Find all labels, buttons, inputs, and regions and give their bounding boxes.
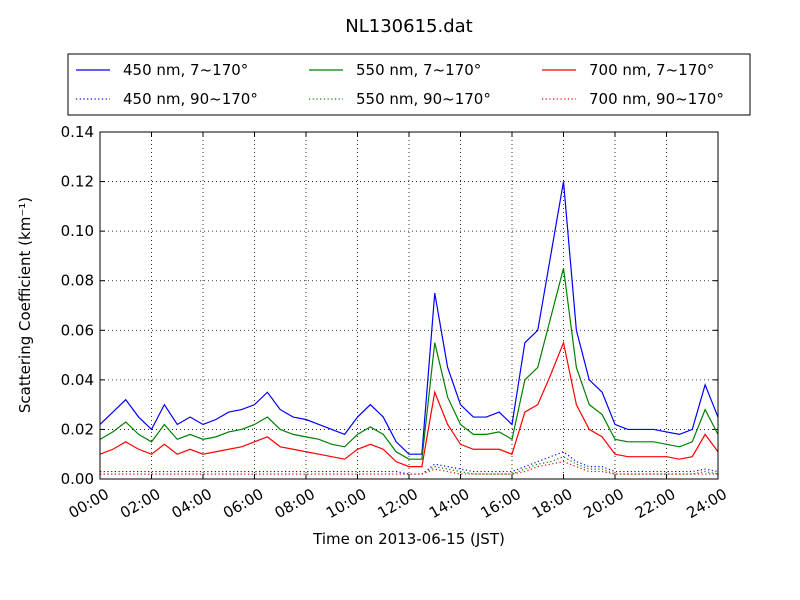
x-tick-label: 04:00 <box>169 485 215 522</box>
legend-box <box>67 53 751 116</box>
y-tick-label: 0.10 <box>61 222 94 240</box>
x-tick-label: 10:00 <box>323 485 369 522</box>
x-tick-label: 12:00 <box>375 485 421 522</box>
x-tick-label: 16:00 <box>478 485 524 522</box>
data-line <box>100 451 719 475</box>
legend-label: 700 nm, 7~170° <box>589 61 714 79</box>
y-tick-label: 0.08 <box>61 272 94 290</box>
y-tick-label: 0.04 <box>61 371 94 389</box>
legend-label: 450 nm, 90~170° <box>123 90 258 108</box>
x-tick-label: 00:00 <box>66 485 112 522</box>
x-tick-label: 24:00 <box>684 485 730 522</box>
x-tick-label: 02:00 <box>117 485 163 522</box>
chart-title: NL130615.dat <box>345 16 472 37</box>
data-line <box>99 340 719 468</box>
legend-label: 700 nm, 90~170° <box>589 90 724 108</box>
legend-label: 550 nm, 7~170° <box>356 61 481 79</box>
x-tick-label: 06:00 <box>220 485 266 522</box>
data-line <box>99 268 719 460</box>
x-tick-label: 18:00 <box>529 485 575 522</box>
legend-label: 550 nm, 90~170° <box>356 90 491 108</box>
x-tick-label: 20:00 <box>581 485 627 522</box>
x-tick-label: 22:00 <box>632 485 678 522</box>
plot-frame <box>99 131 719 480</box>
data-line <box>99 181 719 455</box>
y-tick-label: 0.02 <box>61 420 94 438</box>
y-tick-label: 0.12 <box>61 173 94 191</box>
x-axis-label: Time on 2013-06-15 (JST) <box>312 530 505 548</box>
x-tick-label: 08:00 <box>272 485 318 522</box>
y-tick-label: 0.14 <box>61 123 94 141</box>
y-tick-label: 0.00 <box>61 470 94 488</box>
y-tick-label: 0.06 <box>61 321 94 339</box>
legend-label: 450 nm, 7~170° <box>123 61 248 79</box>
x-tick-label: 14:00 <box>426 485 472 522</box>
y-axis-label: Scattering Coefficient (km⁻¹) <box>16 197 34 413</box>
